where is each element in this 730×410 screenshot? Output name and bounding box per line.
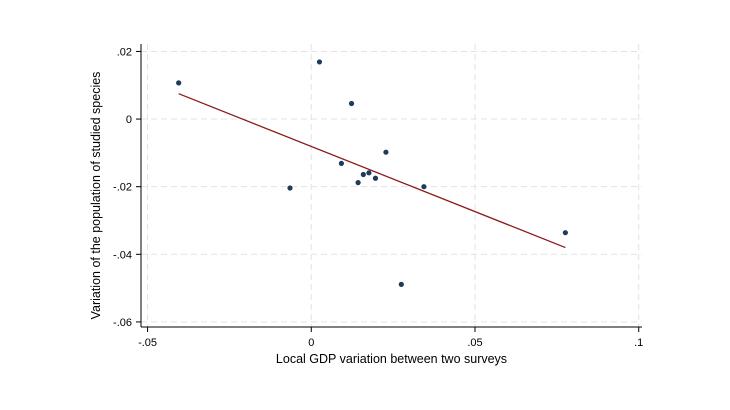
y-axis-title: Variation of the population of studied s… xyxy=(89,72,103,320)
x-tick-label: 0 xyxy=(308,337,314,349)
data-point xyxy=(348,100,355,107)
x-tick-label: -.05 xyxy=(138,337,157,349)
data-point xyxy=(355,180,361,186)
y-tick-label: .02 xyxy=(117,46,132,58)
data-point xyxy=(398,281,404,287)
data-point xyxy=(360,171,366,178)
tick-marks: -.05 0 .05 .1 .02 0 -.02 -.04 -.06 xyxy=(113,46,643,349)
data-point xyxy=(372,175,379,181)
data-point xyxy=(338,160,344,166)
data-point xyxy=(421,184,427,190)
data-point xyxy=(287,185,293,191)
x-axis-title: Local GDP variation between two surveys xyxy=(276,352,507,366)
data-point xyxy=(383,149,389,155)
fitted-line xyxy=(178,93,566,249)
data-point xyxy=(562,230,568,236)
x-tick-label: .05 xyxy=(467,337,482,349)
x-tick-label: .1 xyxy=(634,337,643,349)
axes xyxy=(140,44,642,328)
data-points xyxy=(176,59,568,287)
data-point xyxy=(316,59,323,65)
data-point xyxy=(176,80,182,86)
y-tick-label: -.04 xyxy=(113,249,132,261)
y-tick-label: 0 xyxy=(126,114,132,126)
data-point xyxy=(366,170,372,176)
fit-line-layer xyxy=(178,93,566,249)
grid-lines xyxy=(141,44,642,327)
y-tick-label: -.06 xyxy=(113,317,132,329)
y-tick-label: -.02 xyxy=(113,182,132,194)
